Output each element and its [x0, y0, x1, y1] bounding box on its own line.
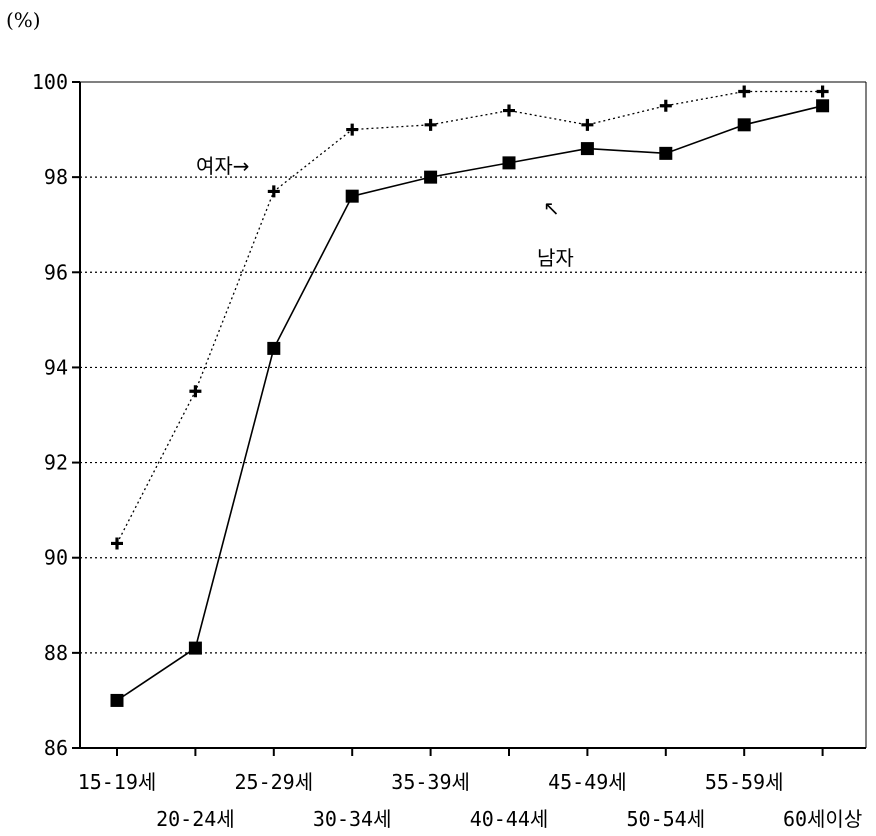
x-tick-label: 35-39세 [391, 770, 470, 794]
x-tick-label: 30-34세 [313, 807, 392, 831]
y-tick-label: 88 [44, 641, 68, 665]
y-tick-label: 90 [44, 546, 68, 570]
y-tick-label: 98 [44, 165, 68, 189]
male-point-marker [345, 189, 359, 203]
y-tick-label: 100 [32, 70, 68, 94]
male-point-marker [110, 693, 124, 707]
x-tick-label: 20-24세 [156, 807, 235, 831]
y-tick-label: 86 [44, 736, 68, 760]
female-point-marker [346, 123, 359, 136]
female-point-marker [503, 104, 515, 117]
male-point-marker [737, 118, 751, 132]
female-point-marker [267, 185, 280, 198]
x-tick-label: 15-19세 [78, 770, 157, 794]
x-tick-label: 55-59세 [705, 770, 784, 794]
male-point-marker [502, 156, 516, 170]
x-tick-label: 60세이상 [783, 807, 862, 831]
x-tick-label: 45-49세 [548, 770, 627, 794]
x-tick-label: 40-44세 [470, 807, 549, 831]
male-series-annotation: 남자 [537, 246, 574, 270]
female-point-marker [424, 118, 437, 131]
female-series-annotation: 여자→ [196, 154, 250, 178]
x-tick-label: 25-29세 [234, 770, 313, 794]
male-point-marker [659, 146, 673, 160]
female-point-marker [581, 118, 594, 131]
x-tick-label: 50-54세 [626, 807, 705, 831]
male-point-marker [580, 142, 594, 156]
female-point-marker [738, 85, 751, 98]
male-point-marker [267, 341, 281, 355]
female-point-marker [111, 537, 123, 550]
male-point-marker [188, 641, 202, 655]
male-point-marker [816, 99, 830, 113]
series-line-male [116, 105, 823, 702]
y-tick-label: 92 [44, 451, 68, 475]
y-tick-label: 94 [44, 355, 68, 379]
female-point-marker [659, 99, 672, 112]
male-arrow-annotation: ↖ [543, 196, 560, 220]
y-tick-label: 96 [44, 260, 68, 284]
male-point-marker [424, 170, 438, 184]
female-point-marker [189, 385, 202, 398]
female-point-marker [816, 85, 829, 98]
y-unit-label: (%) [6, 8, 41, 32]
